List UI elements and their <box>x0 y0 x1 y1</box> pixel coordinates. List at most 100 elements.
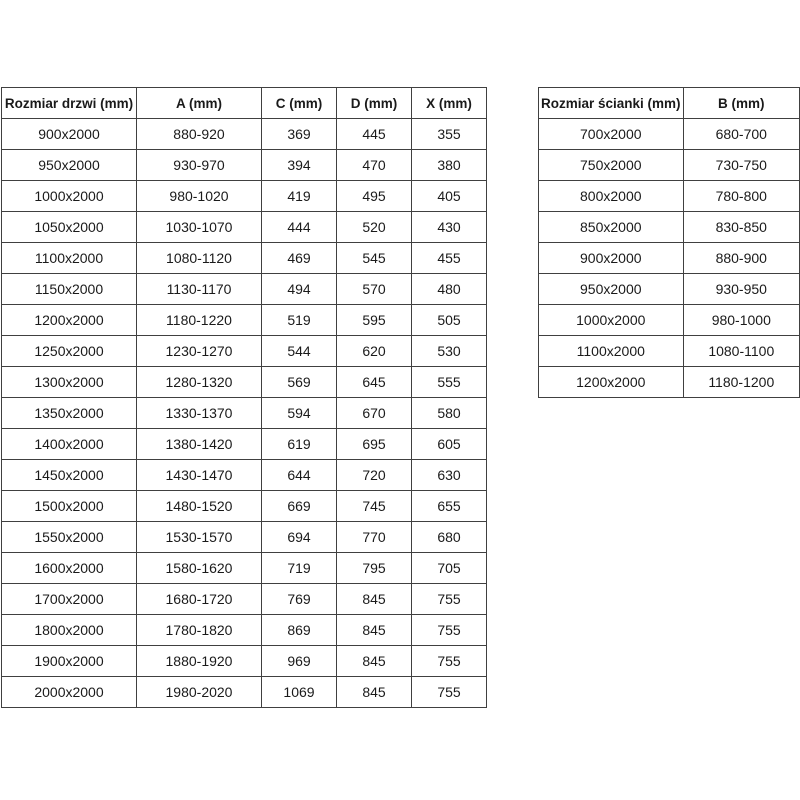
table-cell: 780-800 <box>682 180 800 212</box>
table-cell: 900x2000 <box>538 242 684 274</box>
header-cell: C (mm) <box>261 87 337 119</box>
header-cell: B (mm) <box>682 87 800 119</box>
table-cell: 555 <box>411 366 487 398</box>
table-cell: 950x2000 <box>538 273 684 305</box>
table-cell: 595 <box>336 304 412 336</box>
table-cell: 1250x2000 <box>1 335 137 367</box>
table-cell: 445 <box>336 118 412 150</box>
table-row: 1450x2000 1430-1470 644 720 630 <box>1 459 487 491</box>
table-cell: 1500x2000 <box>1 490 137 522</box>
table-cell: 1780-1820 <box>136 614 262 646</box>
table-cell: 1180-1220 <box>136 304 262 336</box>
table-cell: 845 <box>336 614 412 646</box>
table-cell: 544 <box>261 335 337 367</box>
table-cell: 655 <box>411 490 487 522</box>
table-row: 1400x2000 1380-1420 619 695 605 <box>1 428 487 460</box>
wall-table-body: 700x2000 680-700 750x2000 730-750 800x2000 78… <box>538 118 800 398</box>
table-cell: 580 <box>411 397 487 429</box>
table-cell: 830-850 <box>682 211 800 243</box>
table-cell: 755 <box>411 614 487 646</box>
table-cell: 2000x2000 <box>1 676 137 708</box>
table-cell: 705 <box>411 552 487 584</box>
header-cell: Rozmiar drzwi (mm) <box>1 87 137 119</box>
table-row: 1100x2000 1080-1100 <box>538 335 800 367</box>
table-row: 1200x2000 1180-1220 519 595 505 <box>1 304 487 336</box>
table-cell: 620 <box>336 335 412 367</box>
table-cell: 520 <box>336 211 412 243</box>
table-cell: 1000x2000 <box>538 304 684 336</box>
table-cell: 505 <box>411 304 487 336</box>
table-cell: 755 <box>411 583 487 615</box>
table-row: 1350x2000 1330-1370 594 670 580 <box>1 397 487 429</box>
table-row: 700x2000 680-700 <box>538 118 800 150</box>
table-row: 1600x2000 1580-1620 719 795 705 <box>1 552 487 584</box>
table-cell: 1900x2000 <box>1 645 137 677</box>
table-cell: 1200x2000 <box>538 366 684 398</box>
table-cell: 1350x2000 <box>1 397 137 429</box>
header-cell: Rozmiar ścianki (mm) <box>538 87 684 119</box>
table-row: 1900x2000 1880-1920 969 845 755 <box>1 645 487 677</box>
table-cell: 1400x2000 <box>1 428 137 460</box>
table-row: 950x2000 930-950 <box>538 273 800 305</box>
table-row: 1000x2000 980-1020 419 495 405 <box>1 180 487 212</box>
table-cell: 394 <box>261 149 337 181</box>
table-cell: 869 <box>261 614 337 646</box>
table-cell: 1130-1170 <box>136 273 262 305</box>
table-cell: 930-970 <box>136 149 262 181</box>
door-table-body: 900x2000 880-920 369 445 355 950x2000 930-970 3… <box>1 118 487 708</box>
table-cell: 670 <box>336 397 412 429</box>
table-cell: 1180-1200 <box>682 366 800 398</box>
table-cell: 1030-1070 <box>136 211 262 243</box>
table-cell: 1430-1470 <box>136 459 262 491</box>
door-sizes-table: Rozmiar drzwi (mm) A (mm) C (mm) D (mm) X (m… <box>1 87 487 708</box>
table-cell: 1600x2000 <box>1 552 137 584</box>
header-cell: X (mm) <box>411 87 487 119</box>
table-cell: 880-920 <box>136 118 262 150</box>
table-cell: 1080-1120 <box>136 242 262 274</box>
table-cell: 669 <box>261 490 337 522</box>
door-table-header-row: Rozmiar drzwi (mm) A (mm) C (mm) D (mm) X (m… <box>1 87 487 119</box>
table-row: 1100x2000 1080-1120 469 545 455 <box>1 242 487 274</box>
table-cell: 769 <box>261 583 337 615</box>
table-cell: 800x2000 <box>538 180 684 212</box>
table-cell: 419 <box>261 180 337 212</box>
table-cell: 700x2000 <box>538 118 684 150</box>
table-row: 900x2000 880-920 369 445 355 <box>1 118 487 150</box>
table-cell: 755 <box>411 645 487 677</box>
table-cell: 850x2000 <box>538 211 684 243</box>
table-cell: 405 <box>411 180 487 212</box>
table-cell: 1300x2000 <box>1 366 137 398</box>
table-cell: 430 <box>411 211 487 243</box>
table-cell: 969 <box>261 645 337 677</box>
table-cell: 380 <box>411 149 487 181</box>
table-cell: 695 <box>336 428 412 460</box>
table-cell: 930-950 <box>682 273 800 305</box>
table-cell: 845 <box>336 676 412 708</box>
table-cell: 1100x2000 <box>538 335 684 367</box>
table-row: 750x2000 730-750 <box>538 149 800 181</box>
table-cell: 680-700 <box>682 118 800 150</box>
wall-sizes-table: Rozmiar ścianki (mm) B (mm) 700x2000 680-7… <box>538 87 800 398</box>
table-cell: 1100x2000 <box>1 242 137 274</box>
table-cell: 1000x2000 <box>1 180 137 212</box>
table-cell: 980-1000 <box>682 304 800 336</box>
table-cell: 545 <box>336 242 412 274</box>
table-cell: 469 <box>261 242 337 274</box>
table-row: 900x2000 880-900 <box>538 242 800 274</box>
table-cell: 1080-1100 <box>682 335 800 367</box>
table-row: 800x2000 780-800 <box>538 180 800 212</box>
table-cell: 495 <box>336 180 412 212</box>
table-row: 1500x2000 1480-1520 669 745 655 <box>1 490 487 522</box>
table-row: 1550x2000 1530-1570 694 770 680 <box>1 521 487 553</box>
table-row: 2000x2000 1980-2020 1069 845 755 <box>1 676 487 708</box>
table-cell: 1069 <box>261 676 337 708</box>
table-cell: 795 <box>336 552 412 584</box>
table-cell: 455 <box>411 242 487 274</box>
table-cell: 1230-1270 <box>136 335 262 367</box>
table-cell: 720 <box>336 459 412 491</box>
table-cell: 569 <box>261 366 337 398</box>
wall-table-header-row: Rozmiar ścianki (mm) B (mm) <box>538 87 800 119</box>
table-cell: 494 <box>261 273 337 305</box>
table-row: 1300x2000 1280-1320 569 645 555 <box>1 366 487 398</box>
